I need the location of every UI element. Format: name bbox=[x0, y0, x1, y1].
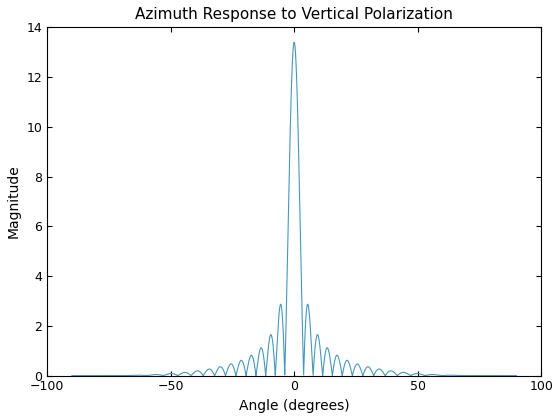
Y-axis label: Magnitude: Magnitude bbox=[7, 165, 21, 238]
Title: Azimuth Response to Vertical Polarization: Azimuth Response to Vertical Polarizatio… bbox=[135, 7, 453, 22]
X-axis label: Angle (degrees): Angle (degrees) bbox=[239, 399, 349, 413]
